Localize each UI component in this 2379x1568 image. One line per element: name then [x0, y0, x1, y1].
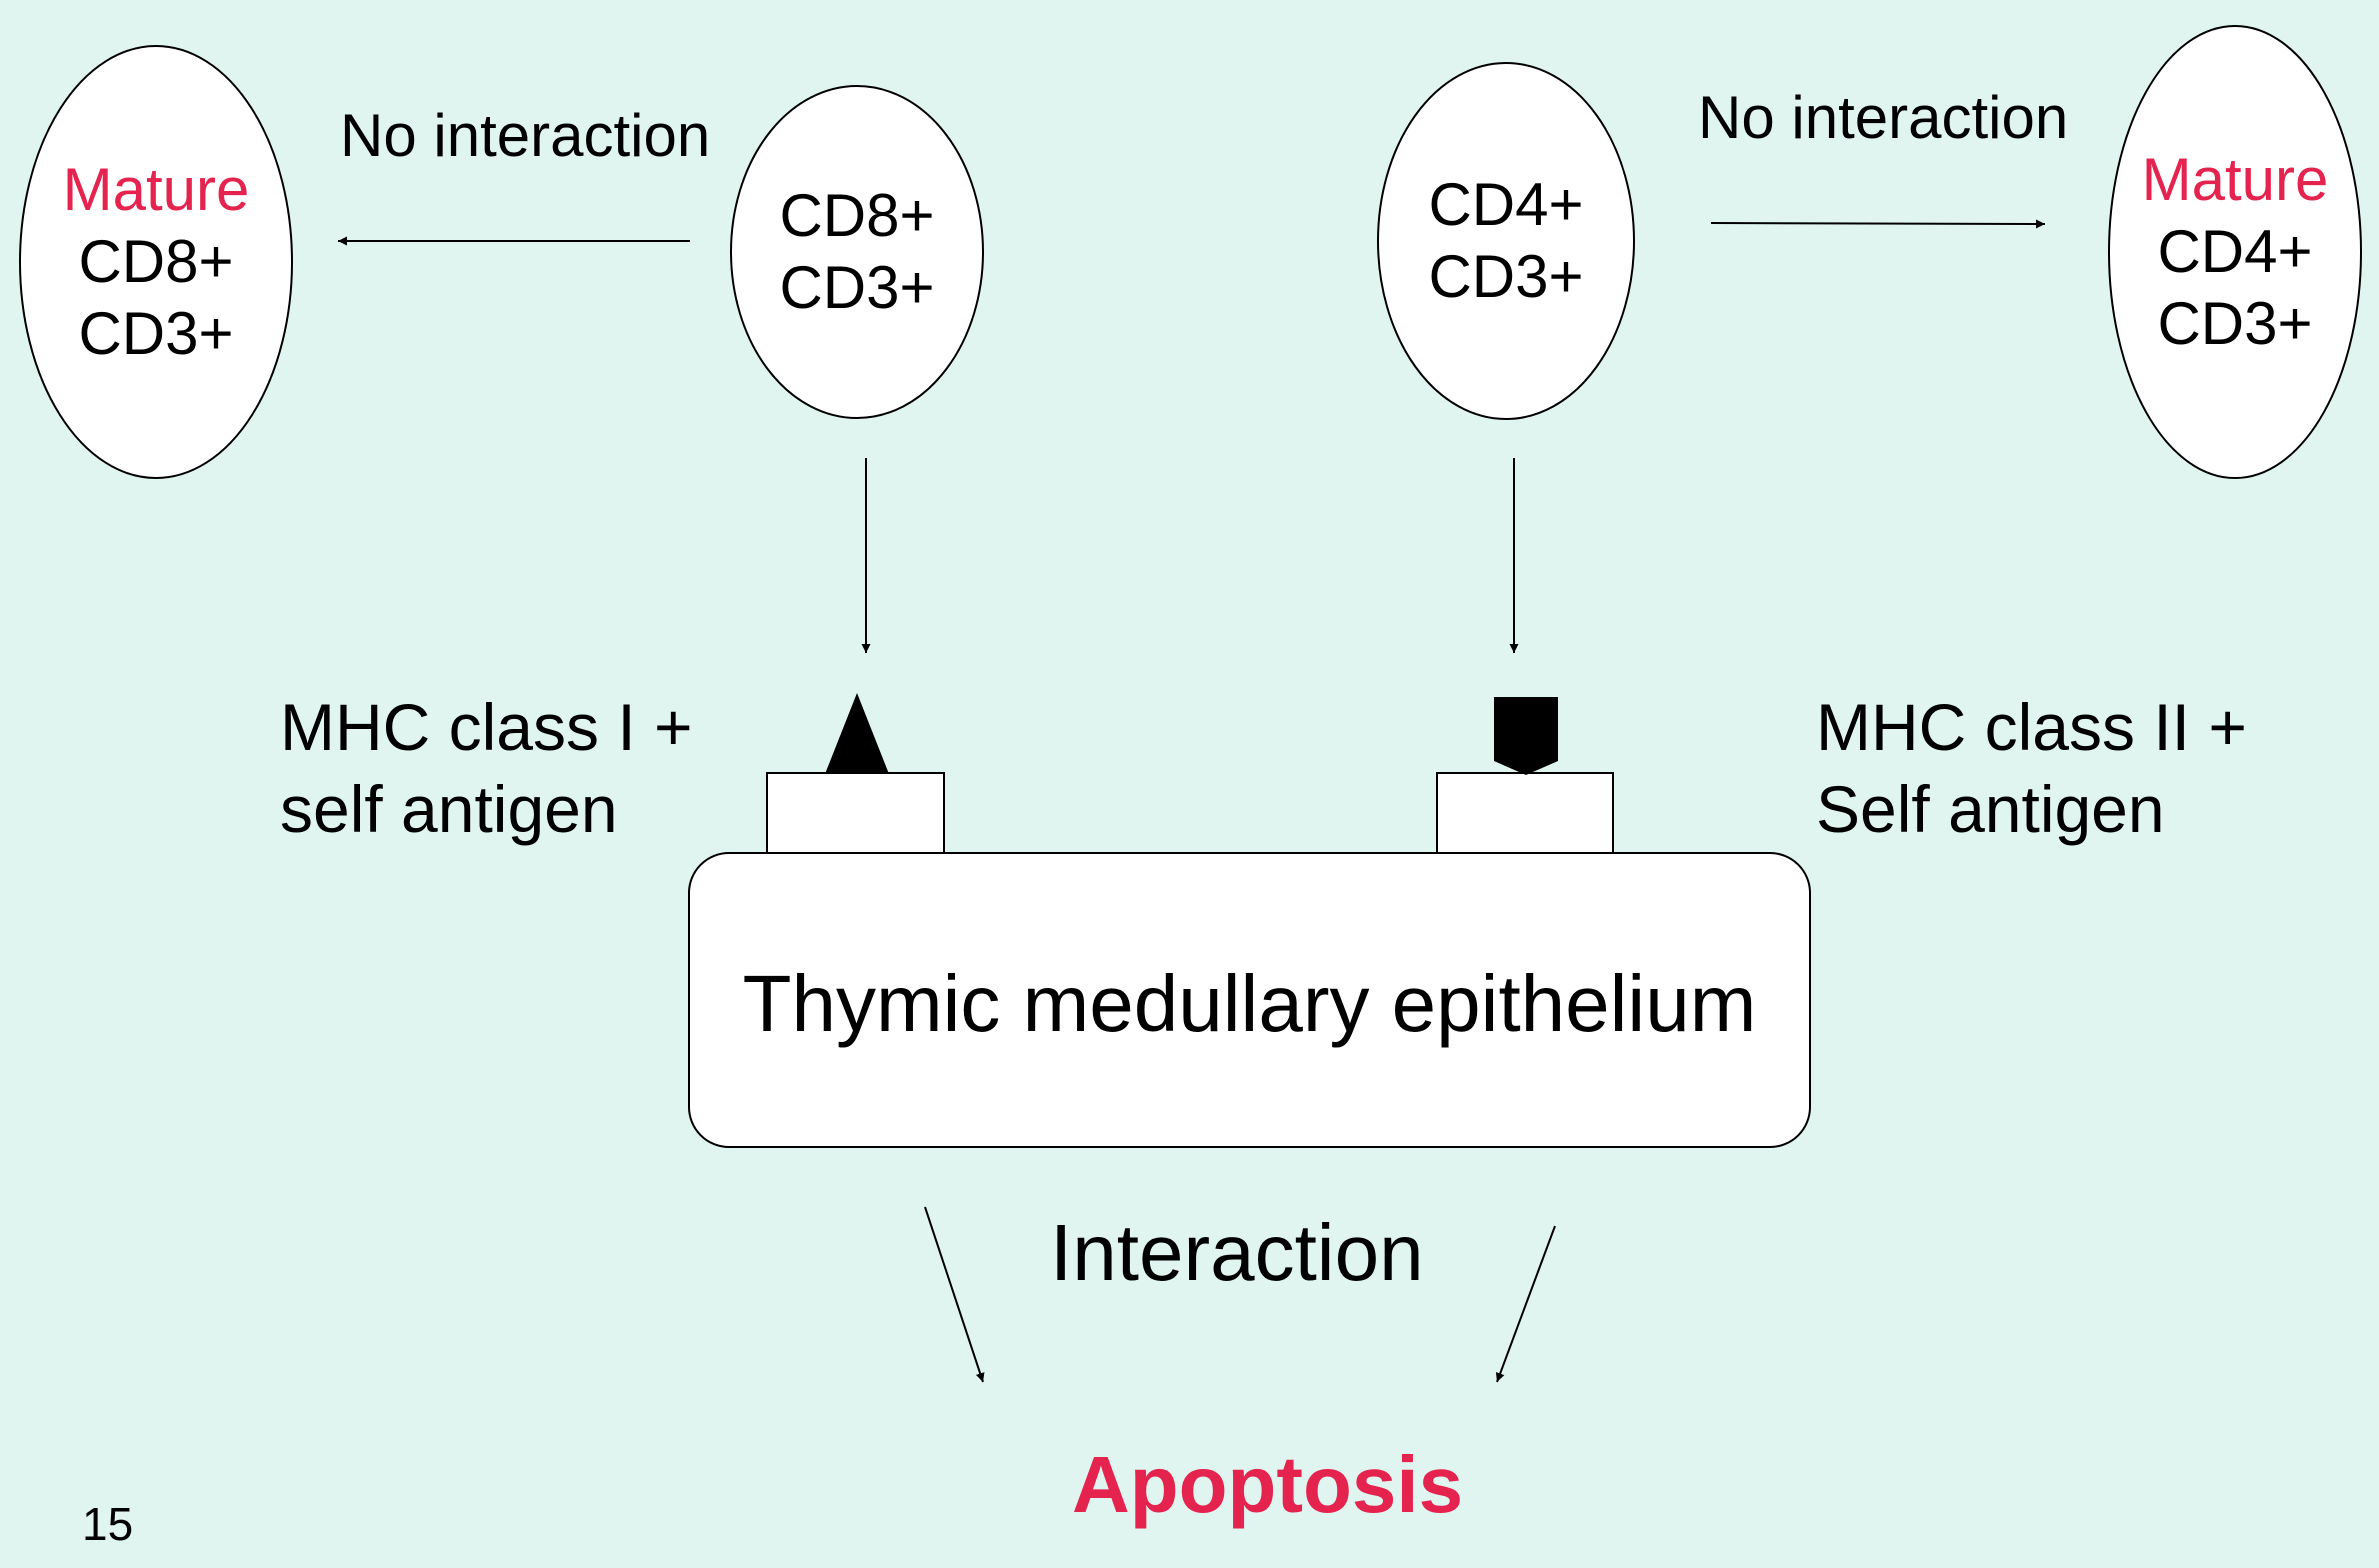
mhc-class2-label-line2: Self antigen — [1816, 772, 2165, 846]
cd8-line2: CD3+ — [779, 254, 935, 321]
mature-cd8-line1: CD8+ — [78, 228, 234, 295]
epithelium-box — [688, 852, 1811, 1148]
mhc-class1-label-line2: self antigen — [280, 772, 618, 846]
slide-number: 15 — [82, 1498, 134, 1550]
mature-cd8-mature-label: Mature — [62, 156, 250, 223]
mature-cd8-cell: Mature CD8+ CD3+ — [20, 46, 292, 478]
mhc-class2-pentagon — [1494, 697, 1558, 775]
mhc-class1-triangle — [825, 693, 889, 774]
mature-cd8-cell-shape — [19, 45, 293, 479]
cd4-line2: CD3+ — [1428, 243, 1584, 310]
cd8-cell: CD8+ CD3+ — [731, 86, 983, 418]
mature-cd4-cell-shape — [2108, 25, 2362, 479]
mhc-class2-label-line1: MHC class II + — [1816, 690, 2247, 764]
mature-cd8-line2: CD3+ — [78, 300, 234, 367]
mhc-class1-box — [766, 772, 945, 854]
cd8-cell-shape — [730, 85, 984, 419]
mature-cd4-line1: CD4+ — [2157, 218, 2313, 285]
mature-cd4-line2: CD3+ — [2157, 290, 2313, 357]
mature-cd4-cell: Mature CD4+ CD3+ — [2109, 26, 2361, 478]
cd4-line1: CD4+ — [1428, 171, 1584, 238]
no-interaction-right-arrow — [1710, 219, 2046, 229]
interaction-left-arrow — [924, 1206, 985, 1383]
interaction-right-arrow — [1495, 1225, 1556, 1383]
mhc-class2-box — [1436, 772, 1614, 854]
epithelium-label: Thymic medullary epithelium — [742, 959, 1757, 1048]
apoptosis-label: Apoptosis — [1072, 1440, 1464, 1529]
mature-cd4-mature-label: Mature — [2141, 146, 2329, 213]
cd4-cell-shape — [1377, 62, 1635, 420]
mhc-class1-label-line1: MHC class I + — [280, 690, 693, 764]
cd4-cell: CD4+ CD3+ — [1378, 63, 1634, 419]
no-interaction-left-label: No interaction — [340, 102, 711, 169]
no-interaction-right-label: No interaction — [1698, 84, 2069, 151]
cd8-line1: CD8+ — [779, 182, 935, 249]
interaction-label: Interaction — [1050, 1208, 1424, 1297]
